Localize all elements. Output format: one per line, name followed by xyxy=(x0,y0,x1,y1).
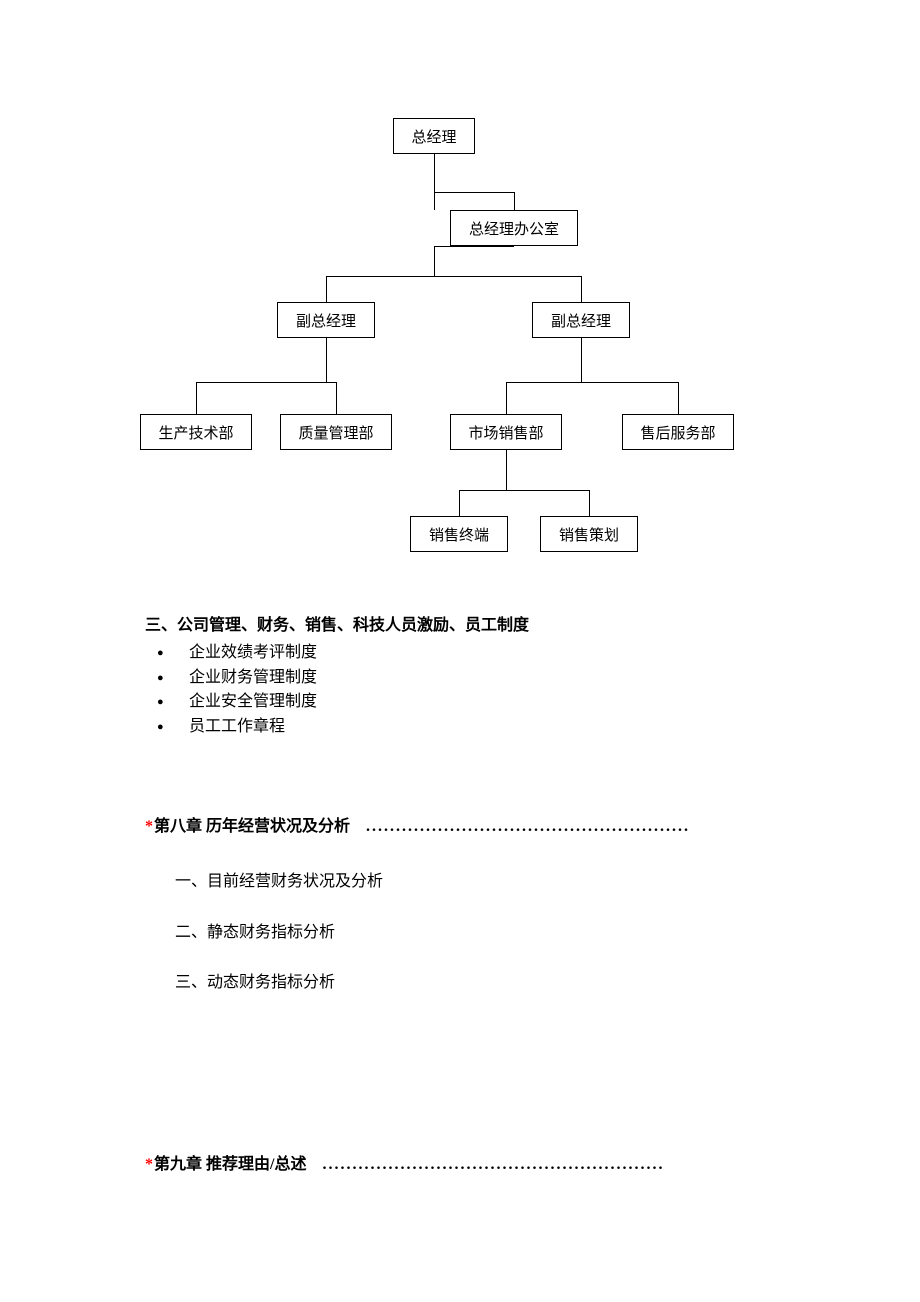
org-chart: 总经理 总经理办公室 副总经理 副总经理 生产技术部 质量管理部 市场销售部 售… xyxy=(0,0,920,560)
node-label: 销售终端 xyxy=(429,524,489,545)
node-after: 售后服务部 xyxy=(622,414,734,450)
chapter-9: * 第九章 推荐理由/总述 ..........................… xyxy=(145,1153,785,1178)
chapter-star-icon: * xyxy=(145,1153,153,1178)
node-prod: 生产技术部 xyxy=(140,414,252,450)
edge xyxy=(434,246,514,247)
node-label: 售后服务部 xyxy=(640,422,715,443)
list-item: 一、目前经营财务状况及分析 xyxy=(175,870,785,895)
chapter-8-header: * 第八章 历年经营状况及分析 ........................… xyxy=(145,815,785,840)
list-item-label: 企业财务管理制度 xyxy=(189,669,317,686)
edge xyxy=(581,276,582,302)
chapter-leader-dots: ........................................… xyxy=(366,815,785,840)
node-label: 总经理办公室 xyxy=(469,218,559,239)
edge xyxy=(196,382,197,414)
edge xyxy=(506,382,507,414)
list-item-label: 企业效绩考评制度 xyxy=(189,644,317,661)
node-gm: 总经理 xyxy=(393,118,475,154)
list-item: 三、动态财务指标分析 xyxy=(175,971,785,996)
section-3-heading: 三、公司管理、财务、销售、科技人员激励、员工制度 xyxy=(145,614,785,639)
list-item-label: 企业安全管理制度 xyxy=(189,693,317,710)
edge xyxy=(581,338,582,382)
chapter-9-title: 第九章 推荐理由/总述 xyxy=(154,1153,306,1178)
edge xyxy=(514,192,515,210)
node-label: 市场销售部 xyxy=(468,422,543,443)
edge xyxy=(196,382,336,383)
node-qual: 质量管理部 xyxy=(280,414,392,450)
chapter-8: * 第八章 历年经营状况及分析 ........................… xyxy=(145,815,785,1022)
node-label: 副总经理 xyxy=(296,310,356,331)
edge xyxy=(326,338,327,382)
edge xyxy=(506,382,678,383)
edge xyxy=(506,450,507,490)
node-label: 总经理 xyxy=(411,126,456,147)
list-item: 员工工作章程 xyxy=(145,715,785,740)
node-office: 总经理办公室 xyxy=(450,210,578,246)
edge xyxy=(434,154,435,210)
edge xyxy=(336,382,337,414)
node-label: 副总经理 xyxy=(551,310,611,331)
edge xyxy=(434,192,514,193)
list-item: 企业安全管理制度 xyxy=(145,690,785,715)
chapter-star-icon: * xyxy=(145,815,153,840)
node-dgm1: 副总经理 xyxy=(277,302,375,338)
edge xyxy=(434,246,435,276)
edge xyxy=(326,276,327,302)
node-plan: 销售策划 xyxy=(540,516,638,552)
node-term: 销售终端 xyxy=(410,516,508,552)
node-label: 生产技术部 xyxy=(158,422,233,443)
node-dgm2: 副总经理 xyxy=(532,302,630,338)
edge xyxy=(326,276,581,277)
edge xyxy=(589,490,590,516)
chapter-9-header: * 第九章 推荐理由/总述 ..........................… xyxy=(145,1153,785,1178)
node-label: 质量管理部 xyxy=(298,422,373,443)
edge xyxy=(459,490,589,491)
node-sales: 市场销售部 xyxy=(450,414,562,450)
node-label: 销售策划 xyxy=(559,524,619,545)
chapter-8-title: 第八章 历年经营状况及分析 xyxy=(154,815,350,840)
section-3: 三、公司管理、财务、销售、科技人员激励、员工制度 企业效绩考评制度 企业财务管理… xyxy=(145,614,785,740)
edge xyxy=(459,490,460,516)
chapter-8-items: 一、目前经营财务状况及分析 二、静态财务指标分析 三、动态财务指标分析 xyxy=(175,870,785,996)
list-item: 企业效绩考评制度 xyxy=(145,641,785,666)
section-3-list: 企业效绩考评制度 企业财务管理制度 企业安全管理制度 员工工作章程 xyxy=(145,641,785,740)
list-item: 二、静态财务指标分析 xyxy=(175,921,785,946)
chapter-leader-dots: ........................................… xyxy=(322,1153,785,1178)
list-item-label: 员工工作章程 xyxy=(189,718,285,735)
edge xyxy=(678,382,679,414)
list-item: 企业财务管理制度 xyxy=(145,666,785,691)
